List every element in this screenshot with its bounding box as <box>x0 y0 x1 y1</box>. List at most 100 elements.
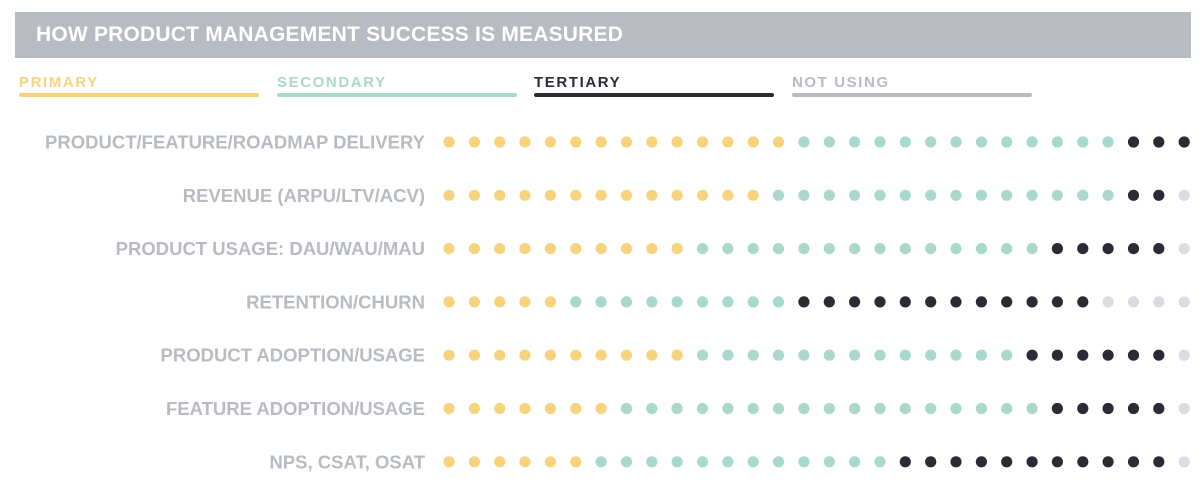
dot-tertiary <box>1051 402 1063 415</box>
dot-primary <box>595 402 607 415</box>
dot-secondary <box>925 243 937 255</box>
dot-secondary <box>595 296 607 308</box>
dot-secondary <box>620 296 633 308</box>
dot-secondary <box>950 189 962 201</box>
dot-secondary <box>798 136 810 148</box>
legend-item-primary: PRIMARY <box>19 72 259 98</box>
row-label: PRODUCT ADOPTION/USAGE <box>161 345 426 366</box>
dot-not-using <box>1178 349 1190 361</box>
dot-secondary <box>823 402 835 415</box>
dot-tertiary <box>874 296 886 308</box>
dot-secondary <box>798 243 810 255</box>
dot-primary <box>494 402 506 415</box>
dot-secondary <box>823 243 835 255</box>
dot-primary <box>671 136 683 148</box>
dot-secondary <box>1077 189 1089 201</box>
row-label: FEATURE ADOPTION/USAGE <box>166 398 425 419</box>
dot-primary <box>519 456 531 468</box>
dot-secondary <box>696 456 709 468</box>
dot-tertiary <box>1102 402 1114 415</box>
dot-secondary <box>747 243 759 255</box>
dot-tertiary <box>899 456 911 468</box>
row-label: RETENTION/CHURN <box>246 291 425 312</box>
dot-secondary <box>899 402 911 415</box>
dot-primary <box>544 189 557 201</box>
dot-secondary <box>975 136 988 148</box>
dot-secondary <box>722 243 734 255</box>
dot-primary <box>468 243 480 255</box>
dot-tertiary <box>1001 456 1013 468</box>
dot-secondary <box>925 402 937 415</box>
dot-primary <box>443 296 455 308</box>
dot-secondary <box>696 349 709 361</box>
dot-tertiary <box>1102 349 1114 361</box>
dot-primary <box>620 243 633 255</box>
chart-row: PRODUCT USAGE: DAU/WAU/MAU <box>116 238 1190 259</box>
dot-primary <box>620 349 633 361</box>
dot-secondary <box>722 456 734 468</box>
dot-tertiary <box>1026 349 1038 361</box>
dot-primary <box>671 243 683 255</box>
dot-secondary <box>1026 402 1038 415</box>
dot-tertiary <box>899 296 911 308</box>
dot-secondary <box>975 402 988 415</box>
chart-title: HOW PRODUCT MANAGEMENT SUCCESS IS MEASUR… <box>36 23 624 46</box>
dot-secondary <box>722 402 734 415</box>
dot-not-using <box>1127 296 1140 308</box>
dot-secondary <box>975 243 988 255</box>
legend-label-tertiary: TERTIARY <box>534 74 622 91</box>
row-label: REVENUE (ARPU/LTV/ACV) <box>183 185 425 206</box>
dot-tertiary <box>925 296 937 308</box>
dot-primary <box>646 189 658 201</box>
dot-secondary <box>1026 189 1038 201</box>
dot-tertiary <box>1153 402 1165 415</box>
dot-primary <box>443 456 455 468</box>
dot-secondary <box>1026 243 1038 255</box>
dot-secondary <box>1051 189 1063 201</box>
dot-tertiary <box>1127 136 1140 148</box>
dot-tertiary <box>798 296 810 308</box>
dot-tertiary <box>1026 296 1038 308</box>
dot-tertiary <box>1127 402 1140 415</box>
dot-secondary <box>747 296 759 308</box>
dot-tertiary <box>1127 349 1140 361</box>
dot-primary <box>595 243 607 255</box>
chart-row: NPS, CSAT, OSAT <box>269 451 1190 472</box>
dot-secondary <box>849 189 861 201</box>
legend-line-secondary <box>277 93 517 97</box>
dot-tertiary <box>950 296 962 308</box>
dot-secondary <box>950 243 962 255</box>
dot-primary <box>722 136 734 148</box>
dot-primary <box>468 296 480 308</box>
dot-secondary <box>925 189 937 201</box>
dot-secondary <box>950 136 962 148</box>
dot-tertiary <box>1077 456 1089 468</box>
dot-primary <box>544 349 557 361</box>
dot-tertiary <box>1026 456 1038 468</box>
dot-primary <box>544 243 557 255</box>
dot-primary <box>468 402 480 415</box>
dot-not-using <box>1178 243 1190 255</box>
dot-tertiary <box>1153 349 1165 361</box>
dot-tertiary <box>1051 296 1063 308</box>
dot-secondary <box>747 456 759 468</box>
dot-secondary <box>874 136 886 148</box>
dot-secondary <box>874 243 886 255</box>
dot-not-using <box>1178 296 1190 308</box>
dot-primary <box>494 296 506 308</box>
legend-label-secondary: SECONDARY <box>277 74 387 91</box>
chart-row: FEATURE ADOPTION/USAGE <box>166 398 1190 419</box>
dot-tertiary <box>849 296 861 308</box>
row-label: PRODUCT USAGE: DAU/WAU/MAU <box>116 238 425 259</box>
dot-primary <box>544 296 557 308</box>
dot-tertiary <box>1102 243 1114 255</box>
dot-secondary <box>772 349 785 361</box>
dot-tertiary <box>1153 456 1165 468</box>
dot-tertiary <box>1153 136 1165 148</box>
dot-secondary <box>899 243 911 255</box>
dot-secondary <box>696 296 709 308</box>
dot-secondary <box>1026 136 1038 148</box>
dot-secondary <box>849 243 861 255</box>
dot-primary <box>747 189 759 201</box>
